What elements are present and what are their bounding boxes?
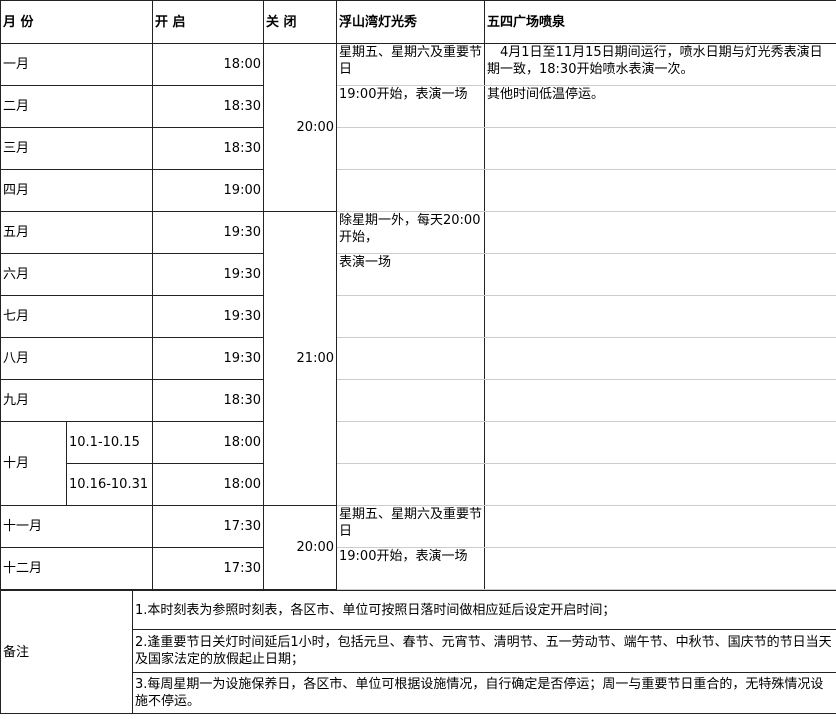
fountain-cell <box>484 421 836 464</box>
month-cell: 五月 <box>0 211 153 254</box>
month-cell: 三月 <box>0 127 153 170</box>
month-cell: 二月 <box>0 85 153 128</box>
open-time: 19:30 <box>152 295 264 338</box>
month-cell: 一月 <box>0 43 153 86</box>
header-open: 开 启 <box>152 0 264 44</box>
open-time: 18:00 <box>152 421 264 464</box>
close-time: 20:00 <box>263 505 337 590</box>
notes-table: 备注 1.本时刻表为参照时刻表，各区市、单位可按照日落时间做相应延后设定开启时间；… <box>0 590 836 714</box>
header-row: 月 份 开 启 关 闭 浮山湾灯光秀 五四广场喷泉 <box>0 0 836 44</box>
show-schedule: 19:00开始，表演一场 <box>336 85 485 128</box>
show-schedule: 表演一场 <box>336 253 485 296</box>
show-cell <box>336 463 485 506</box>
show-schedule: 星期五、星期六及重要节日 <box>336 43 485 86</box>
table-row: 八月 19:30 <box>0 337 836 380</box>
month-cell: 十一月 <box>0 505 153 548</box>
open-time: 19:30 <box>152 337 264 380</box>
fountain-cell <box>484 379 836 422</box>
fountain-cell <box>484 463 836 506</box>
table-row: 三月 18:30 <box>0 127 836 170</box>
show-cell <box>336 421 485 464</box>
open-time: 18:00 <box>152 43 264 86</box>
open-time: 17:30 <box>152 547 264 590</box>
header-close: 关 闭 <box>263 0 337 44</box>
open-time: 18:30 <box>152 85 264 128</box>
fountain-cell <box>484 505 836 548</box>
schedule-table: 月 份 开 启 关 闭 浮山湾灯光秀 五四广场喷泉 一月 18:00 20:00 星期… <box>0 0 836 590</box>
month-cell: 九月 <box>0 379 153 422</box>
close-time: 21:00 <box>263 211 337 506</box>
open-time: 19:30 <box>152 253 264 296</box>
table-row: 一月 18:00 20:00 星期五、星期六及重要节日 4月1日至11月15日期间运行… <box>0 43 836 212</box>
table-row: 七月 19:30 <box>0 295 836 338</box>
fountain-cell <box>484 547 836 590</box>
show-cell <box>336 127 485 170</box>
month-cell: 十月 <box>0 421 67 506</box>
open-time: 18:30 <box>152 127 264 170</box>
open-time: 19:30 <box>152 211 264 254</box>
show-schedule: 19:00开始，表演一场 <box>336 547 485 590</box>
month-cell: 四月 <box>0 169 153 212</box>
show-cell <box>336 337 485 380</box>
table-row: 二月 18:30 19:00开始，表演一场 其他时间低温停运。 <box>0 85 836 128</box>
sub-period: 10.16-10.31 <box>66 463 153 506</box>
fountain-cell <box>484 295 836 338</box>
fountain-cell <box>484 337 836 380</box>
month-cell: 七月 <box>0 295 153 338</box>
sub-period: 10.1-10.15 <box>66 421 153 464</box>
fountain-schedule: 4月1日至11月15日期间运行，喷水日期与灯光秀表演日期一致，18:30开始喷水… <box>484 43 836 86</box>
table-row: 四月 19:00 <box>0 169 836 212</box>
header-show: 浮山湾灯光秀 <box>336 0 485 44</box>
show-cell <box>336 169 485 212</box>
table-row: 九月 18:30 <box>0 379 836 422</box>
open-time: 18:00 <box>152 463 264 506</box>
header-fountain: 五四广场喷泉 <box>484 0 836 44</box>
show-cell <box>336 379 485 422</box>
month-cell: 六月 <box>0 253 153 296</box>
table-row: 十一月 17:30 20:00 星期五、星期六及重要节日 <box>0 505 836 590</box>
table-row: 十月 10.1-10.15 18:00 <box>0 421 836 506</box>
fountain-cell <box>484 253 836 296</box>
show-schedule: 星期五、星期六及重要节日 <box>336 505 485 548</box>
table-row: 五月 19:30 21:00 除星期一外，每天20:00开始， <box>0 211 836 506</box>
table-row: 六月 19:30 表演一场 <box>0 253 836 296</box>
month-cell: 八月 <box>0 337 153 380</box>
fountain-schedule: 其他时间低温停运。 <box>484 85 836 128</box>
open-time: 18:30 <box>152 379 264 422</box>
note-item: 1.本时刻表为参照时刻表，各区市、单位可按照日落时间做相应延后设定开启时间； <box>132 590 836 630</box>
fountain-cell <box>484 169 836 212</box>
month-cell: 十二月 <box>0 547 153 590</box>
fountain-cell <box>484 211 836 254</box>
note-item: 2.逢重要节日关灯时间延后1小时，包括元旦、春节、元宵节、清明节、五一劳动节、端… <box>132 629 836 673</box>
note-item: 3.每周星期一为设施保养日，各区市、单位可根据设施情况，自行确定是否停运；周一与… <box>132 672 836 714</box>
table-row: 10.16-10.31 18:00 <box>1 463 836 506</box>
notes-label: 备注 <box>0 590 133 714</box>
show-schedule: 除星期一外，每天20:00开始， <box>336 211 485 254</box>
open-time: 19:00 <box>152 169 264 212</box>
close-time: 20:00 <box>263 43 337 212</box>
fountain-cell <box>484 127 836 170</box>
open-time: 17:30 <box>152 505 264 548</box>
table-row: 十二月 17:30 19:00开始，表演一场 <box>0 547 836 590</box>
show-cell <box>336 295 485 338</box>
header-month: 月 份 <box>0 0 153 44</box>
